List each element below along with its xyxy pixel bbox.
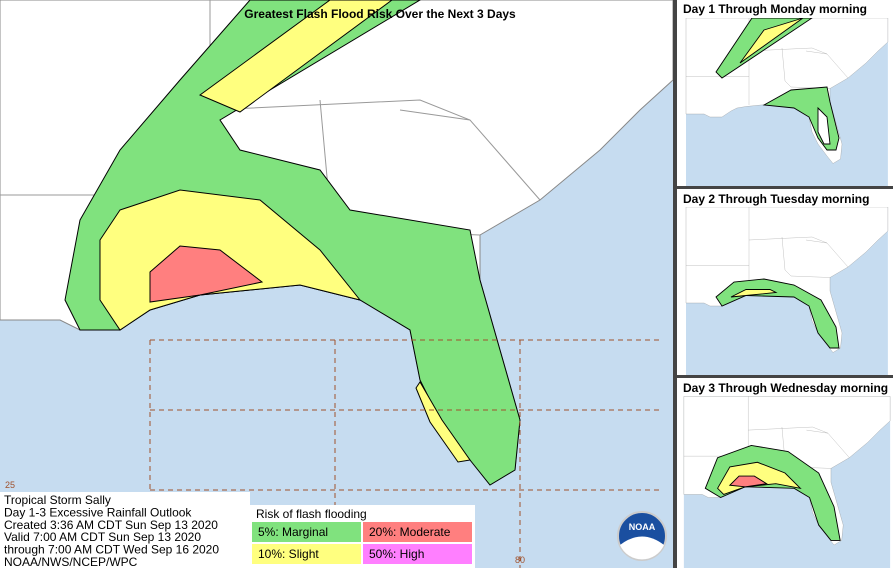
logo-text: NOAA bbox=[629, 522, 656, 532]
legend-title: Risk of flash flooding bbox=[256, 507, 367, 521]
info-line: Created 3:36 AM CDT Sun Sep 13 2020 bbox=[4, 518, 218, 532]
legend-label: 5%: Marginal bbox=[258, 525, 328, 539]
info-line: Day 1-3 Excessive Rainfall Outlook bbox=[4, 505, 192, 519]
legend-swatch bbox=[363, 544, 472, 564]
legend: Risk of flash flooding 5%: Marginal 20%: … bbox=[250, 505, 475, 568]
legend-label: 10%: Slight bbox=[258, 547, 319, 561]
legend-label: 50%: High bbox=[369, 547, 424, 561]
legend-label: 20%: Moderate bbox=[369, 525, 451, 539]
info-line: NOAA/NWS/NCEP/WPC bbox=[4, 555, 138, 568]
info-line: Valid 7:00 AM CDT Sun Sep 13 2020 bbox=[4, 530, 201, 544]
grid-label: 80 bbox=[515, 555, 525, 565]
day2-panel: Day 2 Through Tuesday morning bbox=[677, 189, 893, 375]
grid-label: 25 bbox=[5, 480, 15, 490]
noaa-logo: NOAA bbox=[617, 511, 667, 561]
day1-panel: Day 1 Through Monday morning bbox=[677, 0, 893, 186]
panel-title: Day 2 Through Tuesday morning bbox=[683, 192, 869, 206]
panel-title: Day 3 Through Wednesday morning bbox=[683, 381, 888, 395]
day3-panel: Day 3 Through Wednesday morning bbox=[677, 378, 893, 568]
map-title: Greatest Flash Flood Risk Over the Next … bbox=[244, 7, 516, 21]
info-line: through 7:00 AM CDT Wed Sep 16 2020 bbox=[4, 543, 219, 557]
legend-swatch bbox=[252, 522, 361, 542]
main-map: 25 80 Greatest Flash Flood Risk Over the… bbox=[0, 0, 674, 569]
legend-swatch bbox=[252, 544, 361, 564]
legend-swatch bbox=[363, 522, 472, 542]
info-line: Tropical Storm Sally bbox=[4, 493, 111, 507]
panel-title: Day 1 Through Monday morning bbox=[683, 2, 867, 16]
